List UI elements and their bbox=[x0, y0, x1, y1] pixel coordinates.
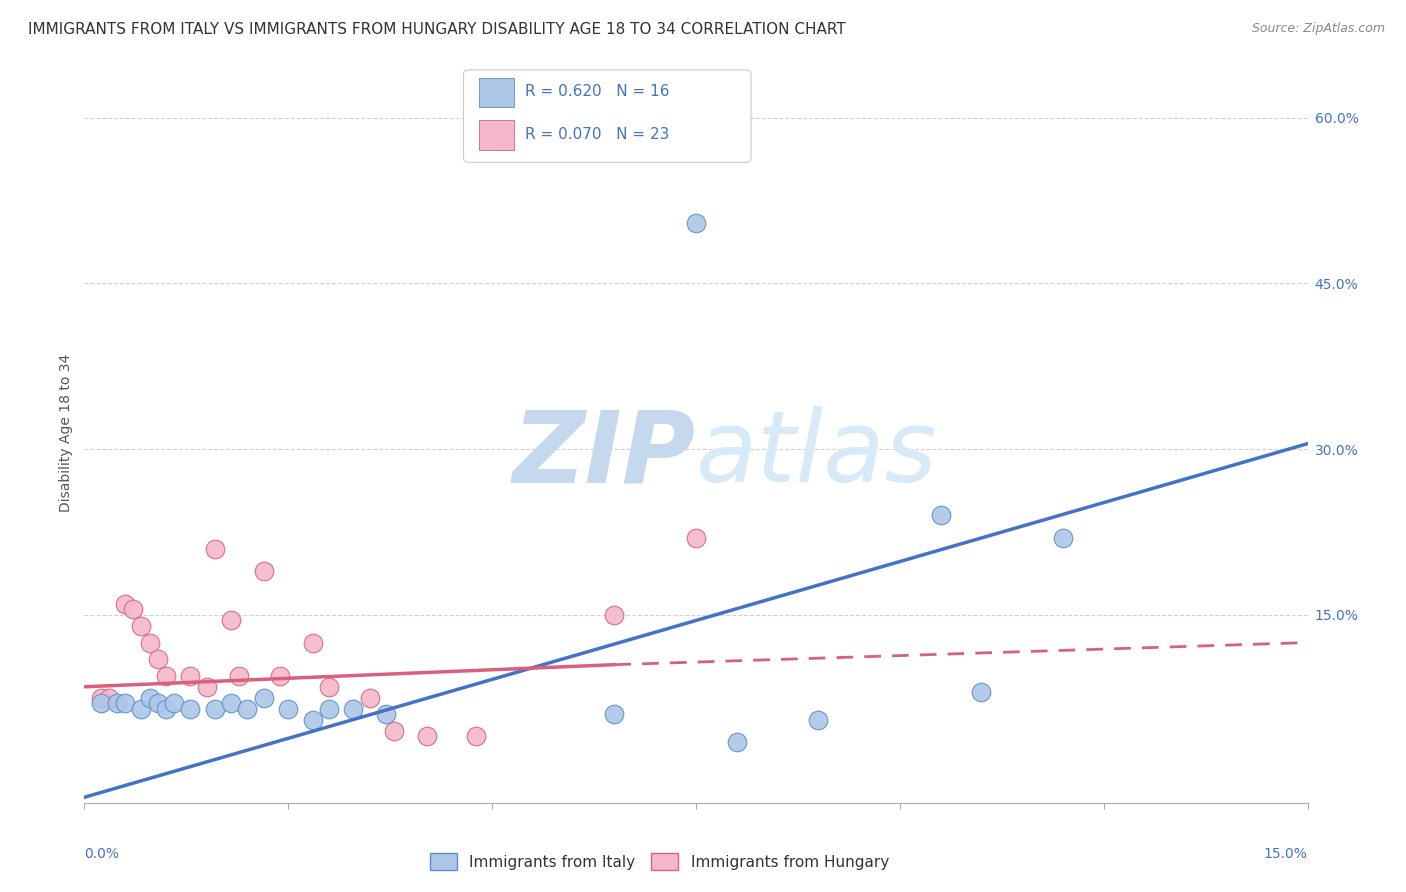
Point bbox=[375, 707, 398, 722]
Point bbox=[301, 635, 323, 649]
Point bbox=[114, 597, 136, 611]
Point bbox=[725, 735, 748, 749]
Text: IMMIGRANTS FROM ITALY VS IMMIGRANTS FROM HUNGARY DISABILITY AGE 18 TO 34 CORRELA: IMMIGRANTS FROM ITALY VS IMMIGRANTS FROM… bbox=[28, 22, 846, 37]
Point bbox=[219, 614, 242, 628]
Point bbox=[114, 697, 136, 711]
Point bbox=[685, 531, 707, 545]
Point bbox=[1052, 531, 1074, 545]
Point bbox=[138, 635, 160, 649]
Point bbox=[105, 697, 128, 711]
Point bbox=[603, 607, 626, 622]
Point bbox=[122, 602, 145, 616]
Point bbox=[807, 713, 830, 727]
Point bbox=[269, 669, 291, 683]
Point bbox=[228, 669, 250, 683]
Point bbox=[146, 697, 169, 711]
Point bbox=[163, 697, 186, 711]
Point bbox=[253, 690, 276, 705]
Point bbox=[138, 690, 160, 705]
Point bbox=[131, 619, 153, 633]
Text: Source: ZipAtlas.com: Source: ZipAtlas.com bbox=[1251, 22, 1385, 36]
Point bbox=[146, 652, 169, 666]
Point bbox=[90, 690, 112, 705]
FancyBboxPatch shape bbox=[479, 78, 513, 107]
Point bbox=[342, 702, 364, 716]
Point bbox=[97, 690, 120, 705]
Point bbox=[155, 702, 177, 716]
Legend: Immigrants from Italy, Immigrants from Hungary: Immigrants from Italy, Immigrants from H… bbox=[423, 847, 896, 877]
Point bbox=[301, 713, 323, 727]
Point bbox=[90, 697, 112, 711]
Point bbox=[204, 702, 226, 716]
Point bbox=[464, 730, 486, 744]
Point bbox=[204, 541, 226, 556]
Point bbox=[318, 702, 340, 716]
Point bbox=[219, 697, 242, 711]
Point bbox=[236, 702, 259, 716]
Point bbox=[318, 680, 340, 694]
Point bbox=[179, 669, 201, 683]
Point bbox=[685, 216, 707, 230]
Point bbox=[929, 508, 952, 523]
Point bbox=[382, 723, 405, 738]
Text: atlas: atlas bbox=[696, 407, 938, 503]
Text: R = 0.620   N = 16: R = 0.620 N = 16 bbox=[524, 84, 669, 99]
Point bbox=[603, 707, 626, 722]
Point bbox=[416, 730, 439, 744]
Point bbox=[195, 680, 218, 694]
Point bbox=[179, 702, 201, 716]
Point bbox=[131, 702, 153, 716]
Text: 15.0%: 15.0% bbox=[1264, 847, 1308, 861]
Point bbox=[253, 564, 276, 578]
Point bbox=[970, 685, 993, 699]
Text: 0.0%: 0.0% bbox=[84, 847, 120, 861]
Text: R = 0.070   N = 23: R = 0.070 N = 23 bbox=[524, 127, 669, 142]
FancyBboxPatch shape bbox=[479, 120, 513, 150]
Point bbox=[155, 669, 177, 683]
FancyBboxPatch shape bbox=[464, 70, 751, 162]
Point bbox=[359, 690, 381, 705]
Point bbox=[277, 702, 299, 716]
Text: ZIP: ZIP bbox=[513, 407, 696, 503]
Y-axis label: Disability Age 18 to 34: Disability Age 18 to 34 bbox=[59, 353, 73, 512]
